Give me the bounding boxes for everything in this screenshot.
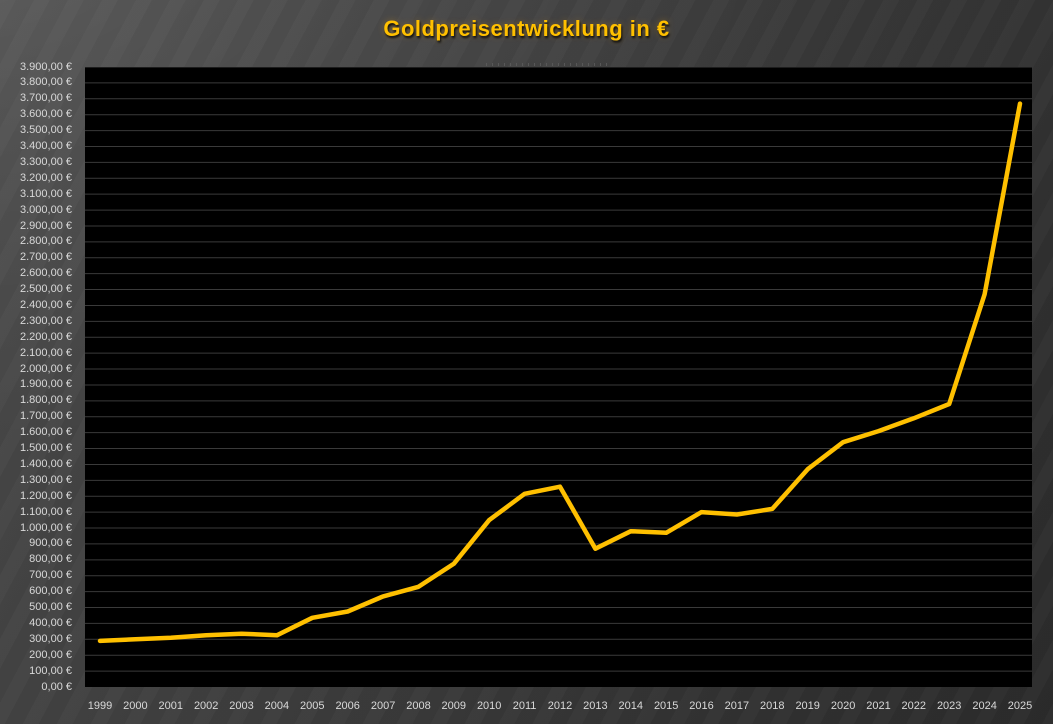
y-tick-label: 1.000,00 €	[20, 521, 72, 534]
y-tick-label: 800,00 €	[29, 553, 72, 566]
x-tick-label: 2008	[406, 700, 431, 712]
y-tick-label: 1.400,00 €	[20, 457, 72, 470]
x-tick-label: 2023	[936, 700, 962, 712]
y-axis-labels: 0,00 € 100,00 € 200,00 € 300,00 € 400,00 € 50…	[0, 0, 74, 724]
y-tick-label: 2.600,00 €	[20, 267, 72, 280]
y-tick-label: 1.800,00 €	[20, 394, 72, 407]
y-tick-label: 3.700,00 €	[20, 92, 72, 105]
x-tick-label: 2007	[370, 700, 396, 712]
y-tick-label: 400,00 €	[29, 616, 72, 629]
gold-price-line-chart	[85, 67, 1032, 672]
y-tick-label: 2.800,00 €	[20, 235, 72, 248]
y-tick-label: 2.000,00 €	[20, 362, 72, 375]
x-tick-label: 1999	[87, 700, 113, 712]
x-tick-label: 2011	[512, 700, 537, 712]
y-tick-label: 900,00 €	[29, 537, 72, 550]
y-tick-label: 1.500,00 €	[20, 442, 72, 454]
x-tick-label: 2021	[866, 700, 891, 712]
y-tick-label: 1.700,00 €	[20, 410, 72, 423]
y-tick-label: 0,00 €	[41, 680, 72, 693]
y-tick-label: 2.700,00 €	[20, 251, 72, 264]
y-tick-label: 1.100,00 €	[20, 505, 72, 518]
x-tick-label: 2019	[795, 700, 820, 712]
y-tick-label: 1.600,00 €	[20, 426, 72, 439]
y-tick-label: 700,00 €	[29, 569, 72, 582]
y-tick-label: 2.100,00 €	[20, 346, 72, 359]
y-tick-label: 2.900,00 €	[20, 219, 72, 232]
x-tick-label: 2013	[583, 700, 608, 712]
y-tick-label: 2.500,00 €	[20, 283, 72, 296]
x-tick-label: 2025	[1007, 700, 1033, 712]
subtitle-faint-dots	[486, 63, 610, 66]
x-tick-label: 2006	[335, 700, 360, 712]
y-tick-label: 3.800,00 €	[20, 76, 72, 89]
y-tick-label: 2.400,00 €	[20, 299, 72, 311]
y-tick-label: 3.400,00 €	[20, 140, 72, 152]
x-tick-label: 2000	[123, 700, 148, 712]
x-tick-label: 2009	[441, 700, 467, 712]
y-tick-label: 2.200,00 €	[20, 330, 72, 343]
y-tick-label: 3.000,00 €	[20, 203, 72, 216]
y-tick-label: 3.100,00 €	[20, 187, 72, 200]
x-tick-label: 2020	[830, 700, 856, 712]
x-tick-label: 2002	[193, 700, 219, 712]
y-tick-label: 500,00 €	[29, 601, 72, 613]
x-tick-label: 2004	[264, 700, 290, 712]
x-tick-label: 2003	[229, 700, 254, 712]
x-axis-labels: 1999 2000 2001 2002 2003 2004 2005 2006 2007 2008…	[0, 699, 1053, 717]
x-tick-label: 2005	[300, 700, 325, 712]
y-tick-label: 1.300,00 €	[20, 473, 72, 486]
x-tick-label: 2024	[972, 700, 997, 712]
y-tick-label: 2.300,00 €	[20, 314, 72, 327]
y-tick-label: 3.300,00 €	[20, 155, 72, 168]
y-tick-label: 1.900,00 €	[20, 378, 72, 391]
x-tick-label: 2015	[653, 700, 679, 712]
x-tick-label: 2018	[760, 700, 785, 712]
y-tick-label: 3.900,00 €	[20, 60, 72, 73]
y-tick-label: 3.600,00 €	[20, 108, 72, 121]
plot-area	[85, 67, 1032, 687]
x-tick-label: 2012	[547, 700, 573, 712]
y-tick-label: 1.200,00 €	[20, 489, 72, 502]
x-tick-label: 2014	[618, 700, 644, 712]
y-tick-label: 300,00 €	[29, 632, 72, 645]
x-tick-label: 2016	[689, 700, 714, 712]
y-tick-label: 3.500,00 €	[20, 124, 72, 137]
gold-price-series	[97, 101, 1023, 644]
y-tick-label: 100,00 €	[29, 664, 72, 677]
x-tick-label: 2022	[901, 700, 927, 712]
x-tick-label: 2001	[158, 700, 184, 712]
x-tick-label: 2010	[476, 700, 502, 712]
y-tick-label: 3.200,00 €	[20, 171, 72, 184]
y-tick-label: 600,00 €	[29, 585, 72, 598]
x-tick-label: 2017	[724, 700, 750, 712]
y-tick-label: 200,00 €	[29, 648, 72, 661]
chart-title: Goldpreisentwicklung in €	[383, 16, 670, 41]
